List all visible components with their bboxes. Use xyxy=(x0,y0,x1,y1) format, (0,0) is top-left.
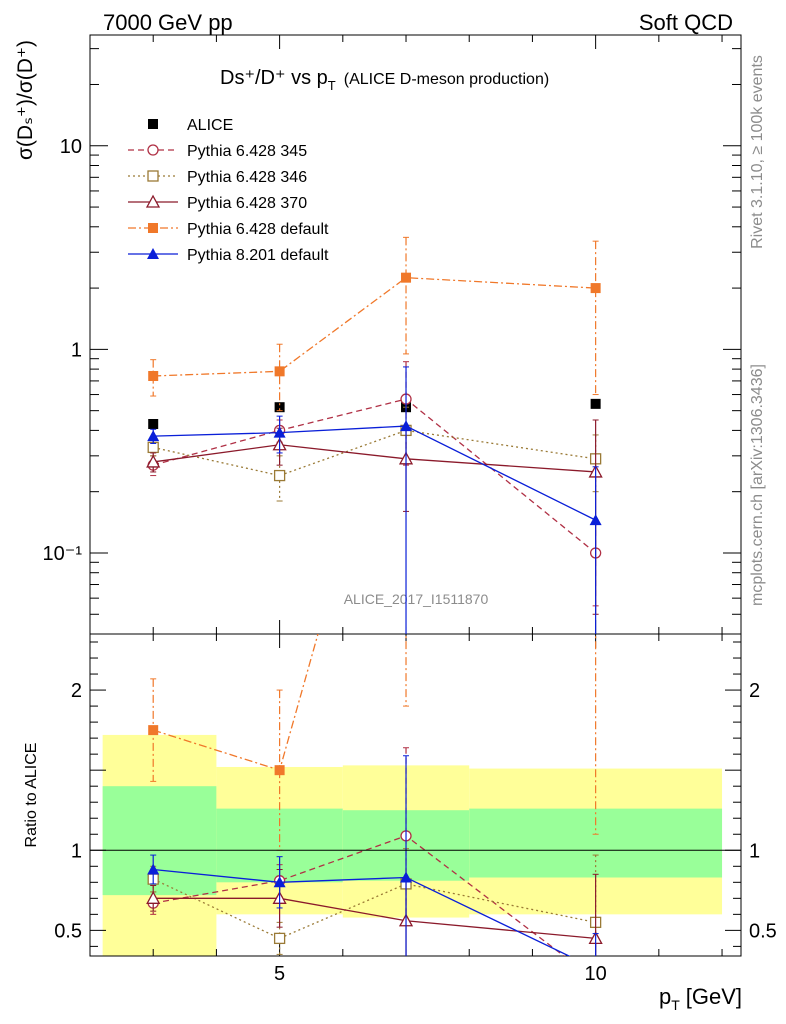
ratio-y-tick-label-left-2: 0.5 xyxy=(54,920,82,942)
ratio-series-2-line xyxy=(153,897,596,940)
legend-marker-4 xyxy=(148,223,158,233)
main-series-4-point-3 xyxy=(590,283,601,294)
ratio-y-tick-label-right-1: 1 xyxy=(749,840,760,862)
chart-title: Ds⁺/D⁺ vs pT (ALICE D-meson production) xyxy=(220,67,549,93)
main-series-0 xyxy=(148,398,601,430)
rivet-label: Rivet 3.1.10, ≥ 100k events xyxy=(749,55,766,249)
ratio-y-tick-label-left-0: 2 xyxy=(71,680,82,702)
legend-label-0: ALICE xyxy=(187,117,233,134)
main-series-0-point-0 xyxy=(148,419,159,430)
ratio-y-axis-label: Ratio to ALICE xyxy=(23,743,40,848)
ratio-y-tick-label-right-0: 2 xyxy=(749,680,760,702)
main-clipped xyxy=(146,236,603,634)
ratio-series-3 xyxy=(148,634,599,851)
chart-title-paren: (ALICE D-meson production) xyxy=(344,71,549,88)
legend-marker-0 xyxy=(148,119,158,129)
main-series-4 xyxy=(148,236,601,412)
legend-label-4: Pythia 6.428 default xyxy=(187,221,329,238)
main-series-3-point-0 xyxy=(146,454,161,468)
ratio-series-group xyxy=(146,634,603,956)
main-series-5-point-1 xyxy=(273,426,286,438)
ratio-series-1-point-1 xyxy=(273,932,286,945)
axes: 5 10 10 1 10⁻¹ 2 2 1 1 0.5 0.5 xyxy=(43,35,777,985)
main-series-5 xyxy=(147,366,602,634)
ratio-clipped xyxy=(146,634,603,956)
legend-marker-2 xyxy=(147,170,159,182)
chart-title-sub: T xyxy=(328,78,336,93)
ratio-series-4 xyxy=(147,755,599,956)
green-band-0 xyxy=(102,786,217,896)
ratio-series-4-line xyxy=(153,868,571,956)
uncertainty-bands xyxy=(102,734,723,956)
mcplots-label: mcplots.cern.ch [arXiv:1306.3436] xyxy=(749,364,766,606)
main-series-0-point-1 xyxy=(274,402,285,413)
energy-label: 7000 GeV pp xyxy=(103,10,233,35)
ratio-series-4-point-2 xyxy=(400,871,413,883)
main-series-4-point-2 xyxy=(401,272,412,283)
main-y-tick-label-1: 1 xyxy=(71,339,82,361)
x-axis-label-main: p xyxy=(659,984,671,1009)
main-series-4-line xyxy=(153,277,596,377)
ratio-series-4-point-0 xyxy=(147,863,160,875)
x-tick-label-0: 5 xyxy=(274,963,285,985)
main-y-tick-label-2: 10⁻¹ xyxy=(43,543,83,565)
x-tick-label-1: 10 xyxy=(585,963,607,985)
main-series-4-point-0 xyxy=(148,371,159,382)
ratio-series-4-point-1 xyxy=(273,876,286,888)
x-axis-label-unit: [GeV] xyxy=(686,984,742,1009)
main-y-tick-label-0: 10 xyxy=(60,136,82,158)
legend-label-5: Pythia 8.201 default xyxy=(187,247,329,264)
main-series-1 xyxy=(147,361,602,607)
analysis-watermark: ALICE_2017_I1511870 xyxy=(344,591,489,607)
main-series-group xyxy=(146,236,603,634)
main-y-axis-label: σ(Dₛ⁺)/σ(D⁺) xyxy=(14,40,37,160)
main-series-5-point-0 xyxy=(147,430,160,442)
legend: ALICE Pythia 6.428 345 Pythia 6.428 346 Pyt… xyxy=(128,117,329,264)
main-series-0-point-3 xyxy=(590,398,601,409)
ratio-series-3-line xyxy=(153,634,319,771)
ratio-series-3-point-1 xyxy=(274,765,285,776)
main-series-4-point-1 xyxy=(274,366,285,377)
main-series-5-point-2 xyxy=(400,420,413,432)
legend-label-2: Pythia 6.428 346 xyxy=(187,169,307,186)
main-series-2-point-1 xyxy=(273,469,286,482)
main-series-2-line xyxy=(153,429,596,477)
ratio-series-3-point-0 xyxy=(148,725,159,736)
legend-label-1: Pythia 6.428 345 xyxy=(187,143,307,160)
chart-title-main: Ds⁺/D⁺ vs p xyxy=(220,67,328,89)
ratio-plot-frame xyxy=(89,633,742,957)
legend-label-3: Pythia 6.428 370 xyxy=(187,195,307,212)
x-axis-label: pT [GeV] xyxy=(659,984,742,1013)
main-series-3-line xyxy=(153,444,596,473)
main-series-5-point-3 xyxy=(589,514,602,526)
ratio-series-2-point-0 xyxy=(146,890,161,904)
legend-marker-5 xyxy=(147,248,159,259)
main-series-2 xyxy=(147,406,602,502)
ratio-y-tick-label-right-2: 0.5 xyxy=(749,920,777,942)
process-label: Soft QCD xyxy=(639,10,733,35)
main-series-1-line xyxy=(153,398,597,554)
legend-marker-1 xyxy=(147,144,159,156)
main-series-5-line xyxy=(153,425,596,521)
ratio-y-tick-label-left-1: 1 xyxy=(71,840,82,862)
main-series-3 xyxy=(146,419,603,615)
legend-marker-3 xyxy=(145,194,161,208)
x-axis-label-sub: T xyxy=(671,997,680,1013)
ratio-series-0-line xyxy=(153,835,566,956)
